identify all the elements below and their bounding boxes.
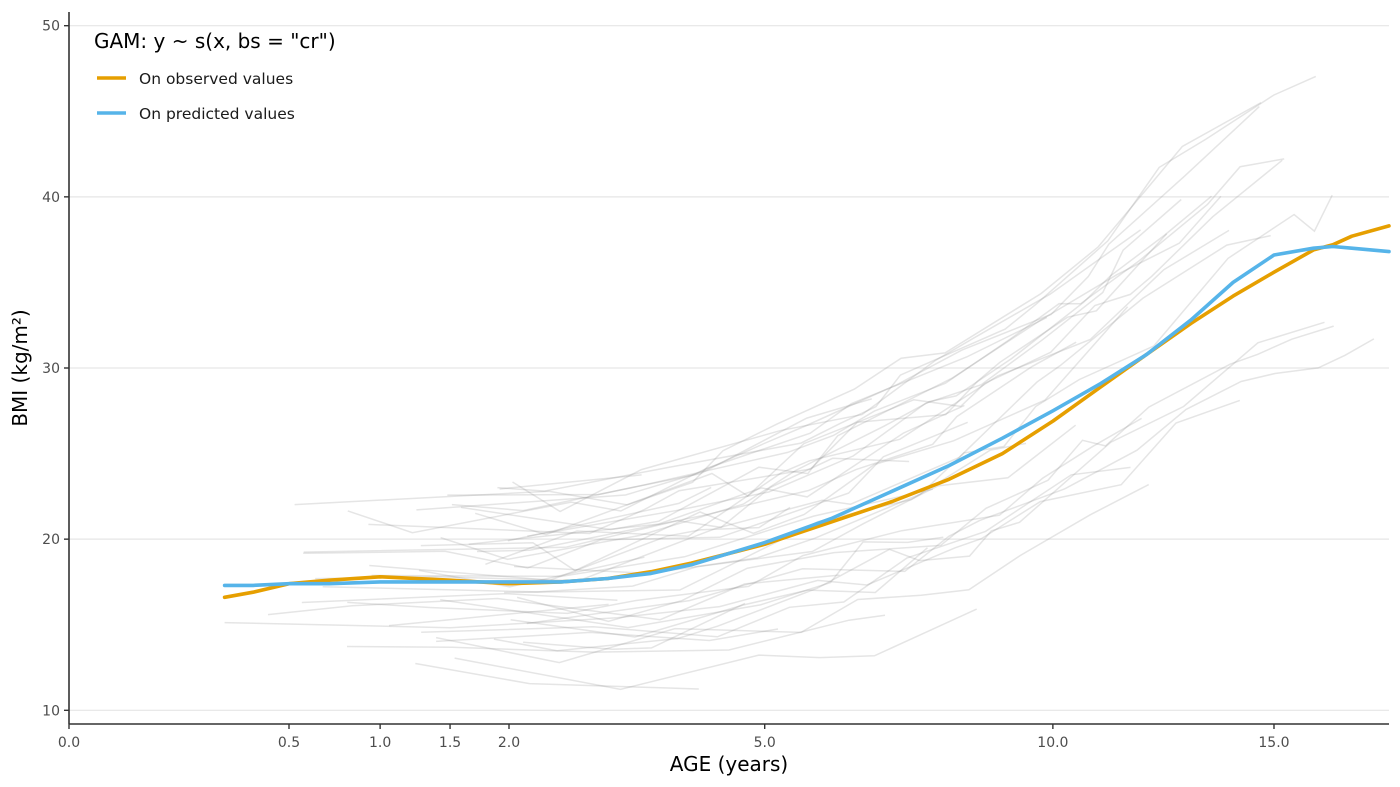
trajectory-line-7 xyxy=(451,158,1285,512)
trajectory-line-27 xyxy=(513,194,1333,575)
trajectory-line-20 xyxy=(322,424,1077,593)
y-tick-label-2: 30 xyxy=(42,361,60,377)
trajectory-line-30 xyxy=(418,556,645,588)
x-tick-label-2: 1.0 xyxy=(369,735,391,751)
trajectory-line-39 xyxy=(421,466,1131,638)
trajectory-line-26 xyxy=(435,483,1150,664)
series-lines xyxy=(222,224,1391,600)
x-tick-label-3: 1.5 xyxy=(439,735,461,751)
x-tick-label-4: 2.0 xyxy=(498,735,520,751)
x-tick-label-6: 10.0 xyxy=(1037,735,1068,751)
trajectory-line-32 xyxy=(347,417,1142,615)
trajectory-line-14 xyxy=(474,159,1283,536)
trajectory-line-3 xyxy=(440,536,944,629)
trajectory-line-4 xyxy=(294,101,1262,506)
trajectory-line-22 xyxy=(301,592,618,604)
trajectory-line-36 xyxy=(388,603,609,627)
y-tick-label-4: 50 xyxy=(42,19,60,35)
x-tick-label-0: 0.0 xyxy=(58,735,80,751)
trajectory-line-41 xyxy=(460,195,1222,531)
y-tick-label-0: 10 xyxy=(42,703,60,719)
trajectory-line-25 xyxy=(476,341,1077,553)
trajectory-line-10 xyxy=(371,488,934,578)
series-line-0 xyxy=(222,224,1391,600)
trajectory-line-12 xyxy=(368,233,1168,535)
trajectory-line-13 xyxy=(440,195,1212,561)
x-tick-label-5: 5.0 xyxy=(754,735,776,751)
trajectory-line-40 xyxy=(527,198,1182,537)
trajectory-line-5 xyxy=(315,234,1271,582)
legend: GAM: y ~ s(x, bs = "cr") On observed val… xyxy=(94,29,336,123)
trajectory-line-18 xyxy=(454,608,978,691)
trajectory-line-38 xyxy=(523,602,746,650)
trajectory-line-9 xyxy=(493,321,1325,652)
trajectory-line-24 xyxy=(512,229,1142,513)
trajectory-line-23 xyxy=(346,614,886,653)
legend-label-observed: On observed values xyxy=(139,70,293,88)
individual-trajectories xyxy=(224,75,1375,691)
trajectory-line-21 xyxy=(436,628,779,643)
series-line-1 xyxy=(222,244,1391,588)
trajectory-line-2 xyxy=(447,398,873,496)
trajectory-line-15 xyxy=(468,404,965,545)
tick-labels: 10 20 30 40 50 0.0 0.5 1.0 1.5 2.0 5.0 10.0 15.0 xyxy=(42,19,1289,751)
y-tick-label-1: 20 xyxy=(42,532,60,548)
trajectory-line-0 xyxy=(224,399,1241,629)
trajectory-line-31 xyxy=(499,474,642,490)
trajectory-line-35 xyxy=(267,574,840,621)
trajectory-line-34 xyxy=(485,229,1230,566)
trajectory-line-17 xyxy=(507,486,712,542)
y-axis-title: BMI (kg/m²) xyxy=(8,309,32,426)
trajectory-line-1 xyxy=(516,325,1334,623)
x-axis-title: AGE (years) xyxy=(670,752,788,776)
trajectory-line-8 xyxy=(497,75,1317,492)
legend-title: GAM: y ~ s(x, bs = "cr") xyxy=(94,29,336,53)
trajectory-line-19 xyxy=(416,106,1260,511)
trajectory-line-28 xyxy=(347,316,1048,534)
trajectory-line-6 xyxy=(510,547,928,638)
trajectory-line-43 xyxy=(369,506,791,581)
x-tick-label-7: 15.0 xyxy=(1258,735,1289,751)
trajectory-line-37 xyxy=(303,421,968,569)
legend-label-predicted: On predicted values xyxy=(139,105,295,123)
grid-lines xyxy=(69,25,1389,711)
trajectory-line-11 xyxy=(526,338,1375,625)
trajectory-line-16 xyxy=(415,662,699,690)
y-tick-label-3: 40 xyxy=(42,190,60,206)
trajectory-line-42 xyxy=(420,306,1129,572)
trajectory-line-29 xyxy=(303,457,910,553)
x-tick-label-1: 0.5 xyxy=(278,735,300,751)
